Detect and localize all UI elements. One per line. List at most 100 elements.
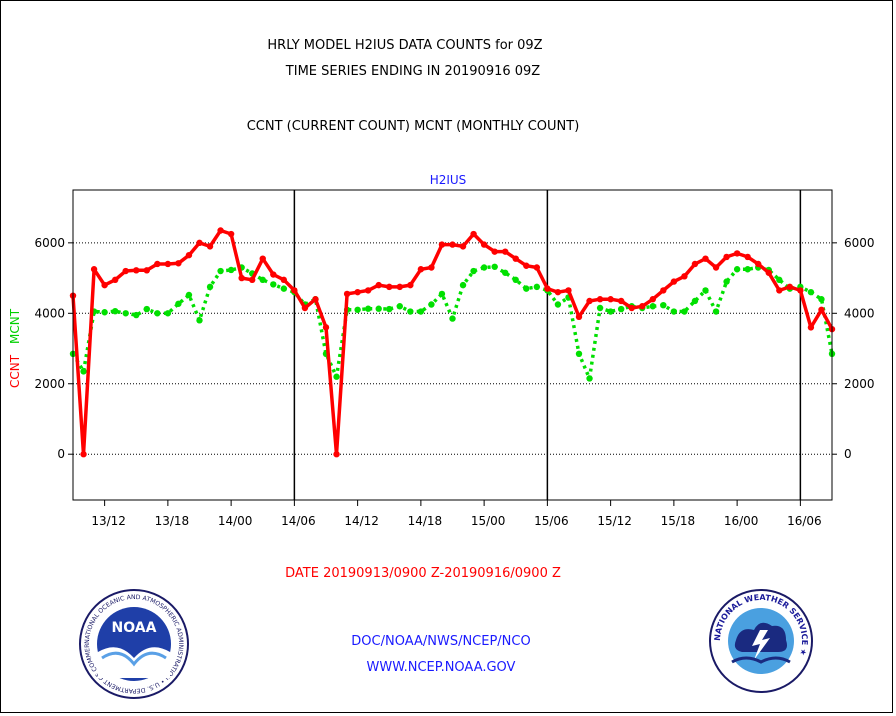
y-tick-label-left: 0 <box>57 447 65 461</box>
data-point-mcnt <box>101 309 108 316</box>
x-tick-label: 15/00 <box>471 514 506 528</box>
date-range: DATE 20190913/0900 Z-20190916/0900 Z <box>285 566 561 581</box>
data-point-mcnt <box>702 287 709 294</box>
data-point-mcnt <box>596 304 604 312</box>
data-point-ccnt <box>733 250 741 257</box>
data-point-ccnt <box>533 264 541 271</box>
data-point-mcnt <box>681 308 688 315</box>
data-point-ccnt <box>438 241 446 248</box>
data-point-ccnt <box>723 253 730 261</box>
data-point-mcnt <box>375 305 382 312</box>
y-tick-label-right: 6000 <box>844 236 875 250</box>
org-text: DOC/NOAA/NWS/NCEP/NCO <box>351 634 531 649</box>
y-tick-label-right: 2000 <box>844 377 875 391</box>
title-line-1: HRLY MODEL H2IUS DATA COUNTS for 09Z <box>267 38 543 53</box>
data-point-mcnt <box>80 368 87 375</box>
data-point-ccnt <box>786 283 794 291</box>
data-point-ccnt <box>428 264 435 271</box>
data-point-ccnt <box>259 255 266 262</box>
data-point-ccnt <box>776 287 783 294</box>
data-point-mcnt <box>660 301 667 309</box>
data-point-ccnt <box>617 297 625 305</box>
data-point-ccnt <box>596 296 604 303</box>
x-tick-label: 15/12 <box>597 514 632 528</box>
data-point-mcnt <box>428 301 435 308</box>
data-point-mcnt <box>364 305 372 312</box>
data-point-mcnt <box>459 281 467 289</box>
data-point-ccnt <box>111 276 119 284</box>
data-point-mcnt <box>175 300 182 307</box>
data-point-mcnt <box>143 305 150 313</box>
data-point-ccnt <box>544 285 551 292</box>
noaa-logo-icon: NATIONAL OCEANIC AND ATMOSPHERIC ADMINIS… <box>78 588 189 699</box>
data-point-ccnt <box>333 451 340 458</box>
data-point-mcnt <box>607 308 614 315</box>
data-point-ccnt <box>765 269 772 276</box>
data-point-ccnt <box>101 281 108 289</box>
data-point-mcnt <box>554 301 562 308</box>
data-point-mcnt <box>396 303 403 310</box>
data-point-ccnt <box>154 260 161 268</box>
series-line-mcnt <box>71 265 834 381</box>
data-point-mcnt <box>649 303 656 310</box>
svg-text:NOAA: NOAA <box>112 620 157 636</box>
data-point-ccnt <box>133 267 140 274</box>
data-point-mcnt <box>449 315 456 322</box>
data-point-ccnt <box>639 303 646 310</box>
series-line-ccnt <box>71 228 834 456</box>
x-tick-label: 15/06 <box>534 514 569 528</box>
data-point-mcnt <box>407 308 414 315</box>
y-tick-label-left: 6000 <box>34 236 65 250</box>
plot-frame <box>72 189 833 501</box>
y-tick-label-right: 4000 <box>844 306 875 320</box>
x-tick-label: 14/12 <box>344 514 379 528</box>
data-point-ccnt <box>628 304 635 312</box>
data-point-mcnt <box>386 305 393 313</box>
data-point-ccnt <box>797 287 804 294</box>
data-point-mcnt <box>217 267 224 275</box>
data-point-ccnt <box>554 288 562 296</box>
data-point-ccnt <box>164 260 172 268</box>
data-point-mcnt <box>280 285 288 292</box>
data-point-ccnt <box>649 296 656 303</box>
data-point-ccnt <box>586 297 593 305</box>
data-point-ccnt <box>807 324 815 331</box>
data-point-ccnt <box>681 273 688 280</box>
x-tick-label: 13/12 <box>91 514 126 528</box>
y-tick-label-left: 4000 <box>34 306 65 320</box>
data-point-ccnt <box>375 281 382 289</box>
data-point-mcnt <box>723 278 730 285</box>
data-point-mcnt <box>270 281 277 288</box>
data-point-mcnt <box>206 283 214 291</box>
data-point-ccnt <box>301 304 309 312</box>
data-point-mcnt <box>133 311 140 319</box>
data-point-ccnt <box>396 283 403 291</box>
data-point-mcnt <box>111 307 119 315</box>
data-point-ccnt <box>417 266 425 273</box>
data-point-mcnt <box>712 308 720 315</box>
data-point-ccnt <box>280 276 288 284</box>
data-point-ccnt <box>227 230 235 238</box>
data-point-ccnt <box>459 243 467 250</box>
data-point-ccnt <box>565 287 572 294</box>
data-point-ccnt <box>702 255 709 262</box>
data-point-ccnt <box>512 255 519 262</box>
data-point-mcnt <box>512 276 519 284</box>
data-point-ccnt <box>175 260 182 267</box>
data-point-ccnt <box>449 241 456 248</box>
y-tick-label-right: 0 <box>844 447 852 461</box>
data-point-mcnt <box>164 310 172 317</box>
data-point-ccnt <box>270 271 277 278</box>
time-series-chart: H2IUS 0 0 2000 2000 4000 4000 6000 6000 13/12 13/… <box>8 173 875 528</box>
data-point-ccnt <box>818 306 825 313</box>
data-point-ccnt <box>364 287 372 294</box>
url-link[interactable]: WWW.NCEP.NOAA.GOV <box>366 660 516 675</box>
data-point-mcnt <box>691 297 699 305</box>
data-point-mcnt <box>417 308 425 315</box>
data-point-mcnt <box>354 306 361 313</box>
data-point-ccnt <box>217 227 224 234</box>
data-point-ccnt <box>607 296 614 303</box>
data-point-mcnt <box>185 291 193 299</box>
data-point-mcnt <box>670 308 678 315</box>
